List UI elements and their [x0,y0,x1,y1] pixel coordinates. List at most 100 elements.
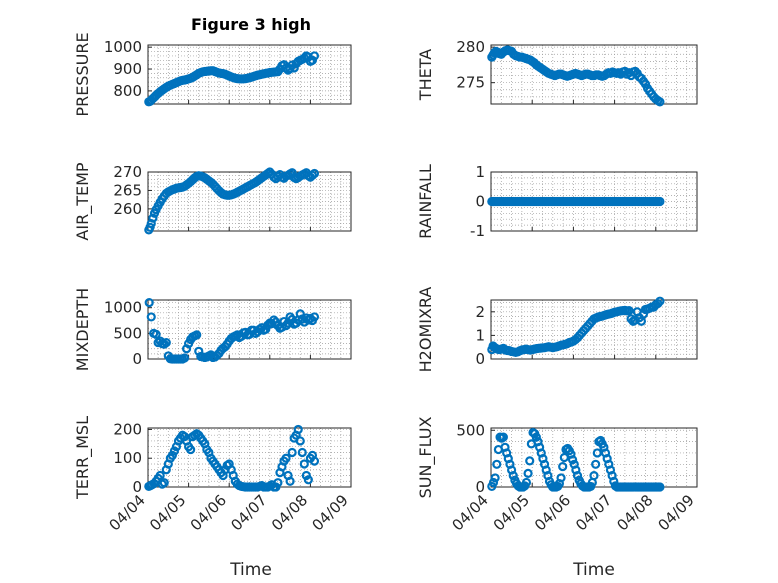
data-point [572,471,583,481]
x-axis-label-left: Time [229,560,272,580]
y-tick-label: 0 [475,350,485,368]
data-point [309,456,320,466]
axes-box [147,299,352,360]
data-point [488,477,499,488]
y-tick-label: 900 [113,60,142,78]
axes-box [147,44,352,105]
data-point [531,432,541,442]
y-tick-label: 270 [113,163,142,181]
y-tick-label: 500 [456,421,485,439]
data-point [556,473,566,483]
data-point [281,453,291,463]
data-point [179,353,190,363]
x-tick-label: 04/09 [309,491,352,534]
y-axis-label: MIXDEPTH [73,288,92,371]
axes-box [147,171,352,232]
data-point [161,337,171,348]
data-point [523,468,533,478]
data-point [299,459,309,469]
y-axis-label: THETA [416,49,435,101]
data-point [151,329,161,339]
panel-5: 0 1 2 H2OMIXRA [416,287,698,373]
data-point [303,475,313,485]
data-point [589,471,599,481]
data-point [655,296,665,306]
data-point [655,196,665,207]
y-tick-label: -1 [470,222,485,240]
data-point [297,447,307,458]
data-point [295,436,305,446]
x-tick-label: 04/04 [449,491,492,534]
data-point [146,312,156,322]
x-tick-label: 04/09 [655,491,698,534]
y-tick-label: 0 [475,193,485,211]
y-tick-label: 0 [132,478,142,496]
x-tick-label: 04/07 [572,491,615,534]
y-tick-label: 0 [132,350,142,368]
data-point [655,97,665,107]
data-point [592,448,602,458]
figure-title: Figure 3 high [191,15,311,34]
panel-0: 800 900 1000 PRESSURE [73,32,352,117]
data-point [155,470,165,481]
y-axis-label: TERR_MSL [73,416,93,500]
data-point [492,459,502,469]
y-axis-label: AIR_TEMP [73,162,93,240]
x-tick-label: 04/05 [146,491,189,534]
data-point [309,312,320,322]
data-point [192,330,202,340]
axes-box [490,299,698,360]
x-tick-label: 04/04 [106,491,149,534]
y-tick-label: 100 [113,449,142,467]
y-axis-label: RAINFALL [416,164,435,239]
data-point [490,473,500,483]
data-point [309,51,320,61]
y-axis-label: SUN_FLUX [416,417,436,499]
data-point [159,478,169,488]
panel-3: -1 0 1 RAINFALL [416,163,698,240]
x-tick-label: 04/06 [531,491,574,534]
y-tick-label: 1 [475,163,485,181]
data-point [287,447,297,458]
x-axis-label-right: Time [572,560,615,580]
data-point [285,476,295,486]
data-point [309,168,320,179]
data-point [655,482,665,492]
y-tick-label: 265 [113,181,142,199]
y-tick-label: 275 [456,74,485,92]
data-point [525,456,535,466]
data-point [624,306,634,316]
y-axis-label: H2OMIXRA [416,287,435,373]
data-point [287,168,297,178]
y-tick-label: 260 [113,200,142,218]
y-tick-label: 200 [113,420,142,438]
y-tick-label: 280 [456,38,485,56]
data-point [148,213,158,223]
data-point [508,471,518,481]
data-point [293,424,303,435]
y-tick-label: 1000 [104,299,142,317]
x-tick-label: 04/06 [187,491,230,534]
y-tick-label: 2 [475,303,485,321]
x-tick-label: 04/08 [268,491,311,534]
y-tick-label: 1000 [104,38,142,56]
data-point [289,63,299,73]
data-point [521,477,532,488]
y-tick-label: 0 [475,478,485,496]
data-point [307,55,318,65]
data-point [591,459,601,469]
y-axis-label: PRESSURE [73,32,92,116]
x-tick-label: 04/08 [613,491,656,534]
y-tick-label: 1 [475,326,485,344]
data-point [186,444,196,455]
axes-box [490,44,698,105]
panel-1: 275 280 THETA [416,38,698,107]
data-point [558,461,568,472]
panel-4: 0 500 1000 MIXDEPTH [73,288,352,371]
data-point [144,297,154,308]
y-tick-label: 800 [113,82,142,100]
